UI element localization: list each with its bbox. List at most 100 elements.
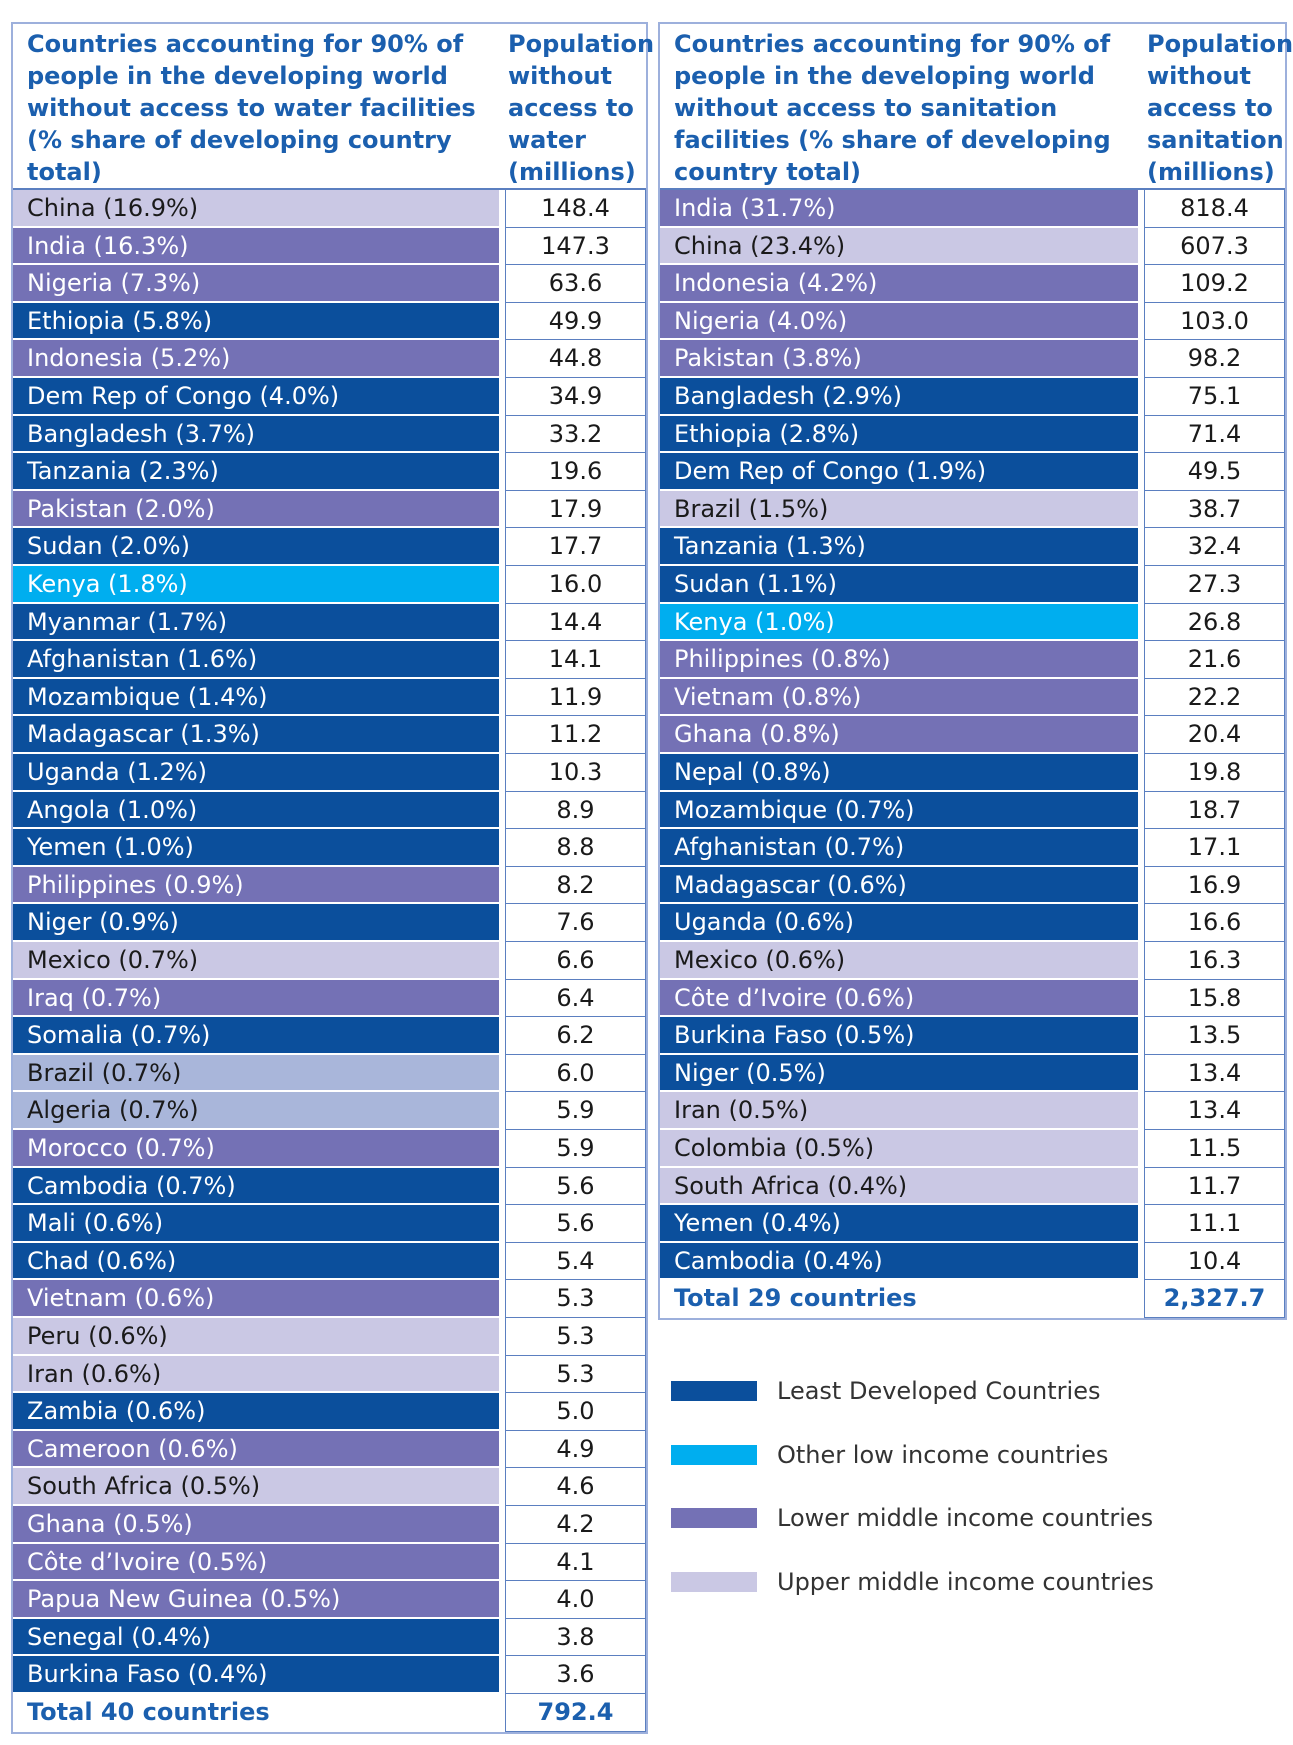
row-value: 8.9 (505, 791, 646, 830)
total-value: 2,327.7 (1144, 1280, 1285, 1318)
column-header: Countries accounting for 90% of people i… (674, 30, 1111, 186)
row-name: Afghanistan (1.6%) (13, 641, 499, 679)
row-name: Cameroon (0.6%) (13, 1430, 499, 1469)
row-name: Bangladesh (3.7%) (13, 415, 499, 454)
row-name: Philippines (0.8%) (660, 641, 1138, 679)
legend-label: Least Developed Countries (777, 1377, 1101, 1405)
header-rule (13, 188, 646, 190)
row-name: Chad (0.6%) (13, 1242, 499, 1281)
legend-swatch (671, 1444, 757, 1465)
total-label: Total 29 countries (660, 1280, 1138, 1318)
row-value: 26.8 (1144, 603, 1285, 642)
row-name: Myanmar (1.7%) (13, 603, 499, 642)
row-value: 5.3 (505, 1355, 646, 1394)
row-value: 22.2 (1144, 678, 1285, 717)
row-value: 109.2 (1144, 265, 1285, 303)
row-name: Cambodia (0.4%) (660, 1242, 1138, 1281)
row-value: 11.9 (505, 678, 646, 717)
legend-swatch (671, 1381, 757, 1401)
row-name: Colombia (0.5%) (660, 1130, 1138, 1168)
row-value: 10.3 (505, 754, 646, 792)
row-name: Burkina Faso (0.4%) (13, 1656, 499, 1694)
row-name: Papua New Guinea (0.5%) (13, 1581, 499, 1619)
column-header: Population without access to water (mill… (508, 30, 655, 186)
row-value: 11.2 (505, 716, 646, 754)
row-value: 49.9 (505, 302, 646, 341)
row-value: 18.7 (1144, 791, 1285, 830)
row-name: South Africa (0.4%) (660, 1167, 1138, 1206)
row-name: Nepal (0.8%) (660, 754, 1138, 792)
row-name: Vietnam (0.6%) (13, 1280, 499, 1318)
row-name: Côte d’Ivoire (0.6%) (660, 979, 1138, 1018)
row-name: Philippines (0.9%) (13, 866, 499, 905)
row-name: Afghanistan (0.7%) (660, 829, 1138, 867)
row-value: 4.2 (505, 1506, 646, 1544)
row-value: 49.5 (1144, 453, 1285, 491)
row-name: Ghana (0.8%) (660, 716, 1138, 754)
row-name: South Africa (0.5%) (13, 1468, 499, 1506)
row-name: Madagascar (0.6%) (660, 866, 1138, 905)
row-value: 63.6 (505, 265, 646, 303)
row-name: Uganda (0.6%) (660, 904, 1138, 942)
row-value: 20.4 (1144, 716, 1285, 754)
row-name: Senegal (0.4%) (13, 1618, 499, 1657)
row-name: Brazil (1.5%) (660, 490, 1138, 529)
row-name: Dem Rep of Congo (4.0%) (13, 378, 499, 416)
row-value: 607.3 (1144, 227, 1285, 266)
row-value: 147.3 (505, 227, 646, 266)
row-value: 16.6 (1144, 904, 1285, 942)
row-value: 6.0 (505, 1054, 646, 1093)
row-value: 98.2 (1144, 340, 1285, 378)
legend-label: Other low income countries (777, 1440, 1109, 1469)
row-value: 5.9 (505, 1130, 646, 1168)
row-name: Zambia (0.6%) (13, 1393, 499, 1431)
row-value: 11.7 (1144, 1167, 1285, 1206)
legend-label: Lower middle income countries (777, 1504, 1154, 1532)
row-value: 8.2 (505, 866, 646, 905)
row-name: Burkina Faso (0.5%) (660, 1017, 1138, 1055)
row-name: Indonesia (4.2%) (660, 265, 1138, 303)
row-name: Somalia (0.7%) (13, 1017, 499, 1055)
row-name: Tanzania (2.3%) (13, 453, 499, 491)
row-name: Morocco (0.7%) (13, 1130, 499, 1168)
row-value: 4.6 (505, 1468, 646, 1506)
row-name: Kenya (1.0%) (660, 603, 1138, 642)
table-frame (11, 22, 648, 1734)
row-name: Mozambique (1.4%) (13, 678, 499, 717)
row-value: 5.3 (505, 1318, 646, 1356)
row-value: 11.1 (1144, 1205, 1285, 1243)
row-name: Niger (0.5%) (660, 1054, 1138, 1093)
row-name: Yemen (1.0%) (13, 829, 499, 867)
row-value: 818.4 (1144, 190, 1285, 228)
row-name: Sudan (1.1%) (660, 566, 1138, 604)
row-name: Peru (0.6%) (13, 1318, 499, 1356)
row-value: 8.8 (505, 829, 646, 867)
row-name: Ethiopia (5.8%) (13, 302, 499, 341)
row-value: 5.0 (505, 1393, 646, 1431)
row-name: Mexico (0.6%) (660, 942, 1138, 980)
row-name: Côte d’Ivoire (0.5%) (13, 1543, 499, 1582)
row-value: 7.6 (505, 904, 646, 942)
row-name: Angola (1.0%) (13, 791, 499, 830)
row-name: Niger (0.9%) (13, 904, 499, 942)
row-name: Ethiopia (2.8%) (660, 415, 1138, 454)
row-value: 44.8 (505, 340, 646, 378)
row-value: 15.8 (1144, 979, 1285, 1018)
row-value: 103.0 (1144, 302, 1285, 341)
row-name: Mozambique (0.7%) (660, 791, 1138, 830)
row-name: Kenya (1.8%) (13, 566, 499, 604)
column-header: Population without access to sanitation … (1147, 30, 1293, 186)
row-value: 5.3 (505, 1280, 646, 1318)
row-value: 3.8 (505, 1618, 646, 1657)
total-label: Total 40 countries (13, 1694, 499, 1732)
row-value: 14.1 (505, 641, 646, 679)
legend-label: Upper middle income countries (777, 1567, 1154, 1596)
row-value: 33.2 (505, 415, 646, 454)
row-name: Nigeria (4.0%) (660, 302, 1138, 341)
row-value: 21.6 (1144, 641, 1285, 679)
table-frame (658, 22, 1287, 1320)
row-name: Nigeria (7.3%) (13, 265, 499, 303)
row-name: Ghana (0.5%) (13, 1506, 499, 1544)
row-value: 11.5 (1144, 1130, 1285, 1168)
